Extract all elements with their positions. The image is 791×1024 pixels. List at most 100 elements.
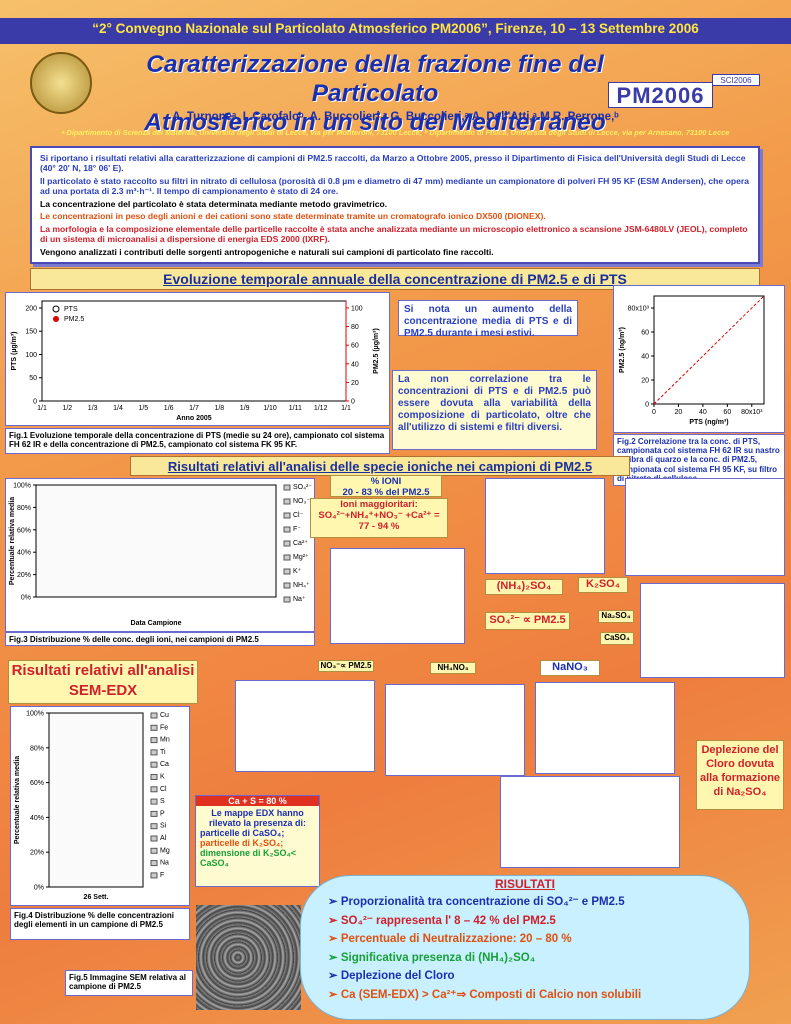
intro-box: Si riportano i risultati relativi alla c… [30, 146, 760, 264]
pm2006-logo: PM2006 [608, 82, 713, 108]
y-tick-label: 40% [30, 815, 44, 822]
result-text: Significativa presenza di (NH₄)₂SO₄ [340, 951, 536, 964]
y-tick-label: 0 [33, 399, 37, 406]
legend-label: F⁻ [293, 526, 301, 533]
compound-tag: CaSO₄ [600, 632, 634, 645]
legend-swatch [150, 847, 158, 854]
y-tick-label: 60 [641, 330, 649, 337]
legend-label: Si [160, 823, 167, 830]
y-tick-label: 100% [13, 483, 31, 490]
legend-label: P [160, 810, 165, 817]
result-item: ➢ Ca (SEM-EDX) > Ca²⁺⇒ Composti di Calci… [328, 988, 642, 1001]
legend-label: PTS [64, 306, 78, 313]
axis-label: Data Campione [131, 620, 182, 627]
axis-label: Anno 2005 [176, 415, 212, 422]
result-text: SO₄²⁻ rappresenta l' 8 – 42 % del PM2.5 [340, 914, 556, 927]
result-item: ➢ Proporzionalità tra concentrazione di … [328, 896, 625, 908]
ioni-title: % IONI [370, 476, 402, 487]
x-tick-label: 1/5 [138, 405, 148, 412]
legend-swatch [283, 526, 291, 533]
fig1-chart: 0 50 100 150 200 0 20 40 60 80 100 1/1 1/2 1/3 1/4 1/5 1… [11, 300, 380, 422]
result-text: Ca (SEM-EDX) > Ca²⁺⇒ Composti di Calcio … [340, 988, 642, 1001]
intro-text: Le concentrazioni in peso degli anioni e… [40, 211, 546, 222]
x-tick-label: 1/9 [240, 405, 250, 412]
subplot [640, 583, 785, 678]
intro-text: Vengono analizzati i contributi delle so… [40, 246, 494, 257]
legend-label: PM2.5 [64, 316, 84, 323]
y-tick-label: 80 [351, 324, 359, 331]
y-tick-label: 80% [30, 745, 44, 752]
compound-tag: K₂SO₄ [578, 577, 628, 593]
result-item: ➢ SO₄²⁻ rappresenta l' 8 – 42 % del PM2.… [328, 914, 556, 927]
ioni-major: SO₄²⁻+NH₄⁺+NO₃⁻ +Ca²⁺ = [318, 510, 440, 521]
legend-swatch [150, 810, 158, 817]
ioni-major-title: Ioni maggioritari: [340, 499, 418, 510]
legend-swatch [283, 568, 291, 575]
y-tick-label: 60% [17, 527, 31, 534]
result-text: Proporzionalità tra concentrazione di SO… [340, 896, 625, 908]
note: Si nota un aumento della concentrazione … [398, 300, 578, 339]
y-tick-label: 100% [26, 711, 44, 718]
authors: A. Turnoneᵃ, I. Carofaloᵇ, A. Buccolieri… [172, 111, 619, 123]
result-text: Percentuale di Neutralizzazione: 20 – 80… [340, 933, 572, 945]
intro-text: La morfologia e la composizione elementa… [40, 223, 748, 245]
ca-s-text: Le mappe EDX hanno rilevato la presenza … [208, 808, 307, 828]
y-tick-label: 40% [17, 550, 31, 557]
legend-swatch [150, 823, 158, 830]
legend-label: Mg²⁺ [293, 554, 309, 561]
legend-marker [53, 316, 59, 322]
subplot [330, 548, 465, 644]
ca-s-item: particelle di CaSO₄; [200, 828, 285, 838]
subplot [500, 776, 680, 868]
sem-title: Risultati relativi all'analisi SEM-EDX [8, 660, 198, 704]
y-tick-label: 20 [351, 380, 359, 387]
legend-swatch [150, 798, 158, 805]
ca-s-item: particelle di K₂SO₄; [200, 838, 284, 848]
title-line: Caratterizzazione della frazione fine de… [146, 51, 604, 107]
legend-marker [52, 305, 60, 313]
legend-swatch [150, 724, 158, 731]
intro-text: La concentrazione del particolato è stat… [40, 198, 388, 209]
compound-tag: NH₄NO₃ [430, 662, 476, 674]
y-tick-label: 60 [351, 343, 359, 350]
result-text: Deplezione del Cloro [340, 970, 455, 982]
legend-label: K⁺ [293, 568, 302, 575]
subplot [625, 478, 785, 576]
x-tick-label: 20 [675, 409, 683, 416]
note: La non correlazione tra le concentrazion… [392, 370, 597, 450]
x-tick-label: 1/6 [164, 405, 174, 412]
subplot [535, 682, 675, 774]
legend-swatch [283, 498, 291, 505]
legend-label: Na [160, 860, 169, 867]
fig1-caption: Fig.1 Evoluzione temporale della concent… [5, 428, 390, 454]
legend-label: Cl⁻ [293, 512, 304, 519]
result-item: ➢ Percentuale di Neutralizzazione: 20 – … [328, 933, 572, 945]
legend-label: Na⁺ [293, 596, 306, 603]
intro-text: Si riportano i risultati relativi alla c… [40, 153, 746, 174]
axis-label: PTS (ng/m³) [689, 419, 728, 426]
legend-label: Ti [160, 749, 166, 756]
x-tick-label: 80x10³ [741, 409, 763, 416]
legend-swatch [283, 512, 291, 519]
x-tick-label: 40 [699, 409, 707, 416]
compound-tag: SO₄²⁻ ∝ PM2.5 [485, 612, 570, 630]
x-tick-label: 1/10 [263, 405, 277, 412]
y-tick-label: 60% [30, 780, 44, 787]
axis-label: PM2.5 (ng/m³) [619, 327, 626, 373]
legend-label: Cu [160, 712, 169, 719]
legend-swatch [283, 540, 291, 547]
compound-tag: NaNO₃ [540, 660, 600, 676]
subplot [235, 680, 375, 772]
axis-label: 26 Sett. [84, 894, 109, 901]
legend-swatch [150, 872, 158, 879]
y-tick-label: 100 [351, 305, 363, 312]
ioni-box: % IONI 20 - 83 % del PM2.5 [330, 475, 442, 498]
subplot [485, 478, 605, 574]
fig2-chart: 0 20 40 60 80x10³ 0 20 40 60 80x10³ PTS (ng/m³) PM2… [619, 295, 765, 426]
y-tick-label: 20% [30, 850, 44, 857]
title-line: Atmosferico in un sito del Mediterraneo [144, 109, 606, 136]
ca-s-title: Ca + S = 80 % [196, 796, 319, 806]
fig2-panel: 0 20 40 60 80x10³ 0 20 40 60 80x10³ PTS (ng/m³) PM2… [613, 285, 785, 433]
x-tick-label: 1/7 [189, 405, 199, 412]
x-tick-label: 1/12 [314, 405, 328, 412]
